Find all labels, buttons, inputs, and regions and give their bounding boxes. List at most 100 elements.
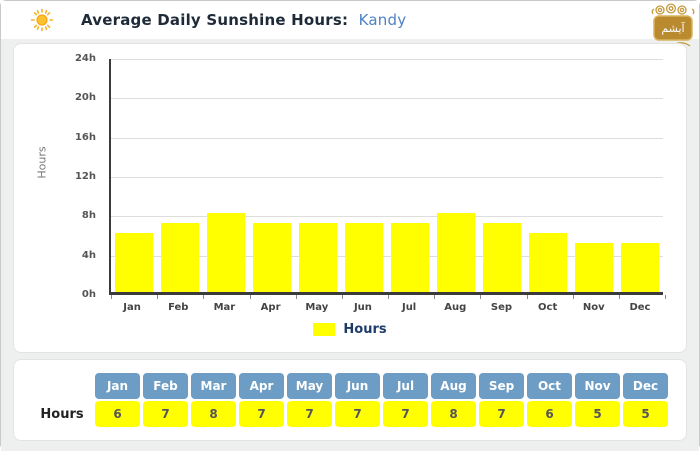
table-value-jul: 7 bbox=[383, 401, 428, 427]
x-axis-tick bbox=[249, 295, 251, 299]
table-value-jun: 7 bbox=[335, 401, 380, 427]
table-header-dec: Dec bbox=[623, 373, 668, 399]
table-header-jul: Jul bbox=[383, 373, 428, 399]
table-value-aug: 8 bbox=[431, 401, 476, 427]
y-tick-label-0h: 0h bbox=[81, 289, 96, 300]
bar-dec bbox=[621, 242, 659, 292]
page-title: Average Daily Sunshine Hours: Kandy bbox=[81, 11, 406, 29]
bar-sep bbox=[483, 223, 521, 292]
x-tick-label-may: May bbox=[305, 302, 329, 313]
gridline-16h bbox=[111, 137, 663, 139]
bar-feb bbox=[161, 223, 199, 292]
table-header-nov: Nov bbox=[575, 373, 620, 399]
table-value-oct: 6 bbox=[527, 401, 572, 427]
x-axis-tick bbox=[665, 295, 666, 299]
legend-swatch bbox=[313, 323, 336, 336]
bar-slot-oct bbox=[525, 59, 571, 292]
gridline-4h bbox=[111, 255, 663, 257]
y-tick-label-8h: 8h bbox=[81, 210, 96, 222]
x-tick-label-oct: Oct bbox=[538, 302, 558, 313]
x-axis-tick bbox=[295, 295, 297, 299]
bar-slot-jul bbox=[387, 59, 433, 292]
bar-slot-mar bbox=[203, 59, 249, 292]
x-tick-label-dec: Dec bbox=[629, 302, 651, 313]
gridline-20h bbox=[111, 98, 663, 100]
table-header-jan: Jan bbox=[95, 373, 140, 399]
x-tick-label-jun: Jun bbox=[353, 302, 372, 313]
x-tick-label-mar: Mar bbox=[213, 302, 236, 313]
table-row-label: Hours bbox=[40, 406, 84, 422]
bar-slot-may bbox=[295, 59, 341, 292]
gridline-24h bbox=[111, 59, 663, 60]
table-header-sep: Sep bbox=[479, 373, 524, 399]
sunshine-chart-panel: Hours 0h 4h 8h 12h 16h 20h 24h Jan Feb Mar Apr May… bbox=[13, 43, 687, 353]
table-header-mar: Mar bbox=[191, 373, 236, 399]
table-value-apr: 7 bbox=[239, 401, 284, 427]
bar-nov bbox=[575, 242, 613, 292]
y-tick-label-24h: 24h bbox=[74, 53, 96, 64]
x-tick-label-feb: Feb bbox=[168, 302, 189, 313]
bar-slot-nov bbox=[571, 59, 617, 292]
bar-slot-apr bbox=[249, 59, 295, 292]
x-tick-label-sep: Sep bbox=[490, 302, 513, 313]
legend-label: Hours bbox=[343, 322, 387, 337]
logo-text: آیشم bbox=[661, 21, 685, 35]
table-value-dec: 5 bbox=[623, 401, 668, 427]
bar-oct bbox=[529, 233, 567, 292]
bar-slot-dec bbox=[617, 59, 663, 292]
header: Average Daily Sunshine Hours: Kandy آیشم bbox=[1, 1, 699, 51]
x-tick-label-nov: Nov bbox=[582, 302, 605, 313]
bar-may bbox=[299, 223, 337, 292]
x-axis-tick bbox=[526, 295, 528, 299]
sunshine-table: Jan Feb Mar Apr May Jun Jul Aug Sep Oct Nov Dec Hour… bbox=[32, 373, 668, 427]
table-header-feb: Feb bbox=[143, 373, 188, 399]
x-tick-label-aug: Aug bbox=[444, 302, 467, 313]
location-name: Kandy bbox=[358, 11, 407, 29]
x-tick-label-apr: Apr bbox=[260, 302, 281, 313]
gridline-12h bbox=[111, 177, 663, 178]
y-tick-label-20h: 20h bbox=[74, 92, 96, 104]
x-tick-label-jul: Jul bbox=[401, 302, 417, 313]
x-axis-ticks bbox=[111, 295, 666, 300]
y-tick-label-4h: 4h bbox=[81, 249, 96, 261]
chart-legend: Hours bbox=[14, 322, 686, 337]
y-axis-tick-labels: 0h 4h 8h 12h 16h 20h 24h bbox=[54, 53, 102, 300]
table-value-mar: 8 bbox=[191, 401, 236, 427]
x-axis-tick bbox=[572, 295, 574, 299]
table-header-apr: Apr bbox=[239, 373, 284, 399]
bar-series bbox=[111, 59, 663, 292]
x-axis-tick bbox=[480, 295, 482, 299]
x-tick-label-jan: Jan bbox=[123, 302, 141, 313]
bar-mar bbox=[207, 213, 245, 292]
x-axis-tick bbox=[341, 295, 343, 299]
bar-jul bbox=[391, 223, 429, 292]
table-value-feb: 7 bbox=[143, 401, 188, 427]
x-axis-tick bbox=[157, 295, 159, 299]
bar-slot-jan bbox=[111, 59, 157, 292]
sun-icon bbox=[29, 8, 55, 32]
table-value-sep: 7 bbox=[479, 401, 524, 427]
content-area: Hours 0h 4h 8h 12h 16h 20h 24h Jan Feb Mar Apr May… bbox=[1, 39, 699, 451]
table-value-may: 7 bbox=[287, 401, 332, 427]
bar-jan bbox=[115, 233, 153, 292]
y-tick-label-12h: 12h bbox=[74, 171, 96, 182]
x-axis-tick bbox=[203, 295, 205, 299]
table-header-aug: Aug bbox=[431, 373, 476, 399]
x-axis-tick bbox=[388, 295, 389, 299]
bar-apr bbox=[253, 223, 291, 292]
bar-slot-sep bbox=[479, 59, 525, 292]
x-axis-tick bbox=[618, 295, 620, 299]
sunshine-table-panel: Jan Feb Mar Apr May Jun Jul Aug Sep Oct Nov Dec Hour… bbox=[13, 359, 687, 441]
x-axis-labels: Jan Feb Mar Apr May Jun Jul Aug Sep Oct Nov Dec bbox=[109, 302, 663, 313]
table-value-nov: 5 bbox=[575, 401, 620, 427]
x-axis-tick bbox=[434, 295, 436, 299]
y-tick-label-16h: 16h bbox=[74, 131, 96, 143]
table-corner-cell bbox=[32, 373, 92, 399]
table-header-oct: Oct bbox=[527, 373, 572, 399]
bar-jun bbox=[345, 223, 383, 292]
plot-area bbox=[109, 59, 666, 299]
bar-slot-jun bbox=[341, 59, 387, 292]
table-value-jan: 6 bbox=[95, 401, 140, 427]
bar-slot-aug bbox=[433, 59, 479, 292]
gridline-8h bbox=[111, 216, 663, 218]
